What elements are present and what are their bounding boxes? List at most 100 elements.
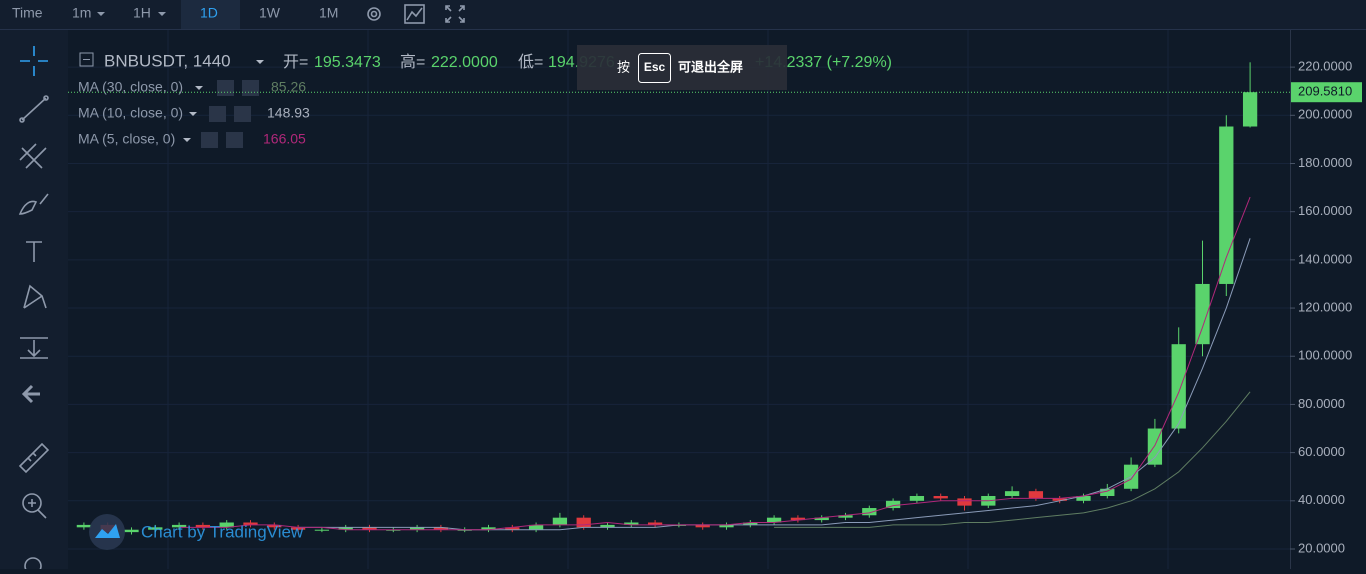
- interval-caret: [97, 12, 105, 16]
- candle-body: [195, 524, 211, 528]
- candle-body: [862, 508, 877, 516]
- ma-legend-name[interactable]: MA (5, close, 0): [78, 131, 175, 147]
- candle-body: [243, 522, 258, 525]
- candle-body: [814, 517, 829, 521]
- watermark-logo: [89, 514, 125, 550]
- interval-button[interactable]: 1H: [133, 5, 151, 21]
- crosshair-tool[interactable]: [20, 46, 48, 76]
- candle-body: [838, 515, 853, 518]
- candle-body: [909, 495, 925, 501]
- low-label: 低=: [518, 53, 543, 71]
- brush-tool[interactable]: [18, 193, 49, 215]
- y-tick-label: 20.0000: [1298, 540, 1345, 555]
- compare-icon[interactable]: [404, 4, 425, 24]
- toast: 按 Esc 可退出全屏: [577, 45, 787, 90]
- candle-body: [624, 522, 639, 525]
- candle-body: [790, 517, 806, 521]
- high-label: 高=: [400, 53, 425, 71]
- line-tool[interactable]: [21, 97, 47, 121]
- text-tool[interactable]: [26, 241, 42, 262]
- symbol[interactable]: BNBUSDT, 1440: [104, 51, 231, 70]
- pitchfork-tool[interactable]: [19, 143, 47, 169]
- candle-body: [743, 522, 758, 525]
- candle-body: [409, 527, 425, 530]
- y-tick-label: 40.0000: [1298, 492, 1345, 507]
- y-tick-label: 100.0000: [1298, 348, 1352, 363]
- candle-body: [1195, 283, 1210, 345]
- interval-button[interactable]: 1M: [319, 5, 338, 21]
- candle-body: [1028, 491, 1044, 499]
- settings-icon[interactable]: [367, 7, 381, 21]
- collapse-icon[interactable]: [79, 52, 94, 67]
- candle-body: [766, 517, 782, 523]
- candle-body: [1219, 126, 1234, 284]
- last-price-tag: [1291, 82, 1362, 103]
- y-tick-label: 60.0000: [1298, 444, 1345, 459]
- open-value: 195.3473: [314, 54, 381, 71]
- zoom-tool[interactable]: [22, 493, 42, 513]
- plot: [68, 30, 1290, 569]
- candle-body: [1004, 491, 1020, 496]
- back-tool[interactable]: [21, 384, 40, 404]
- candle-body: [552, 517, 568, 525]
- active-interval-bg: [181, 0, 240, 29]
- candle-body: [505, 527, 520, 530]
- candle-body: [576, 517, 591, 528]
- interval-caret: [158, 12, 166, 16]
- prediction-tool[interactable]: [20, 337, 48, 359]
- toast-key: Esc: [644, 60, 666, 74]
- ma-close-btn[interactable]: [242, 80, 259, 96]
- ma-close-btn[interactable]: [234, 106, 251, 122]
- left-toolbar: [0, 30, 68, 569]
- ma-settings-btn[interactable]: [201, 132, 218, 148]
- ma-legend-value: 85.26: [271, 79, 306, 95]
- candle-body: [362, 527, 377, 530]
- interval-button[interactable]: 1D: [200, 5, 218, 21]
- candle-body: [719, 524, 734, 528]
- y-tick-label: 140.0000: [1298, 251, 1352, 266]
- change-value: +14.2337 (+7.29%): [755, 54, 892, 71]
- toast-suffix: 可退出全屏: [678, 59, 743, 74]
- candle-body: [219, 522, 234, 528]
- watermark: Chart by TradingView: [89, 514, 304, 550]
- ma-settings-btn[interactable]: [209, 106, 226, 122]
- y-tick-label: 80.0000: [1298, 396, 1345, 411]
- magnet-tool[interactable]: [24, 557, 42, 574]
- candle-body: [1242, 92, 1258, 127]
- icons: [18, 4, 465, 574]
- candle-body: [1076, 495, 1091, 501]
- time-label[interactable]: Time: [12, 5, 43, 21]
- interval-button[interactable]: 1m: [72, 5, 91, 21]
- caret: [256, 60, 264, 64]
- candle-body: [528, 524, 544, 530]
- ma-legend-caret: [195, 86, 203, 90]
- candle-body: [885, 500, 901, 509]
- candle-body: [290, 527, 306, 530]
- candle-body: [338, 527, 353, 530]
- ma-legend-caret: [189, 112, 197, 116]
- ma-legend-name[interactable]: MA (10, close, 0): [78, 105, 183, 121]
- watermark-logo-mark: [95, 524, 120, 538]
- candle-body: [267, 524, 282, 528]
- ruler-tool[interactable]: [18, 442, 50, 474]
- ma-settings-btn[interactable]: [217, 80, 234, 96]
- y-tick-label: 200.0000: [1298, 107, 1352, 122]
- candle-body: [148, 527, 163, 530]
- ma-legend-name[interactable]: MA (30, close, 0): [78, 79, 183, 95]
- pattern-tool[interactable]: [23, 284, 47, 309]
- candle-body: [314, 529, 330, 531]
- candle-body: [76, 524, 92, 528]
- ma-legend-value: 148.93: [267, 105, 310, 121]
- settings-icon-center: [370, 10, 378, 18]
- ma-line: [298, 238, 1251, 531]
- candle-body: [1100, 488, 1115, 496]
- esc-key-box: [638, 53, 671, 83]
- ma-line: [179, 196, 1251, 531]
- candle-body: [433, 527, 449, 530]
- zoom-tool-parts: [28, 499, 47, 519]
- interval-button[interactable]: 1W: [259, 5, 281, 21]
- ma-close-btn[interactable]: [226, 132, 243, 148]
- fullscreen-icon[interactable]: [445, 5, 465, 23]
